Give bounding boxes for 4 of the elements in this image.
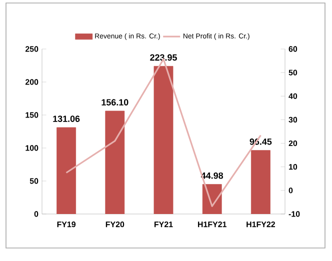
data-label: 156.10 xyxy=(102,99,128,106)
data-label: 44.98 xyxy=(201,172,224,179)
data-label: 131.06 xyxy=(53,116,80,122)
data-label: 223.95 xyxy=(150,54,177,61)
